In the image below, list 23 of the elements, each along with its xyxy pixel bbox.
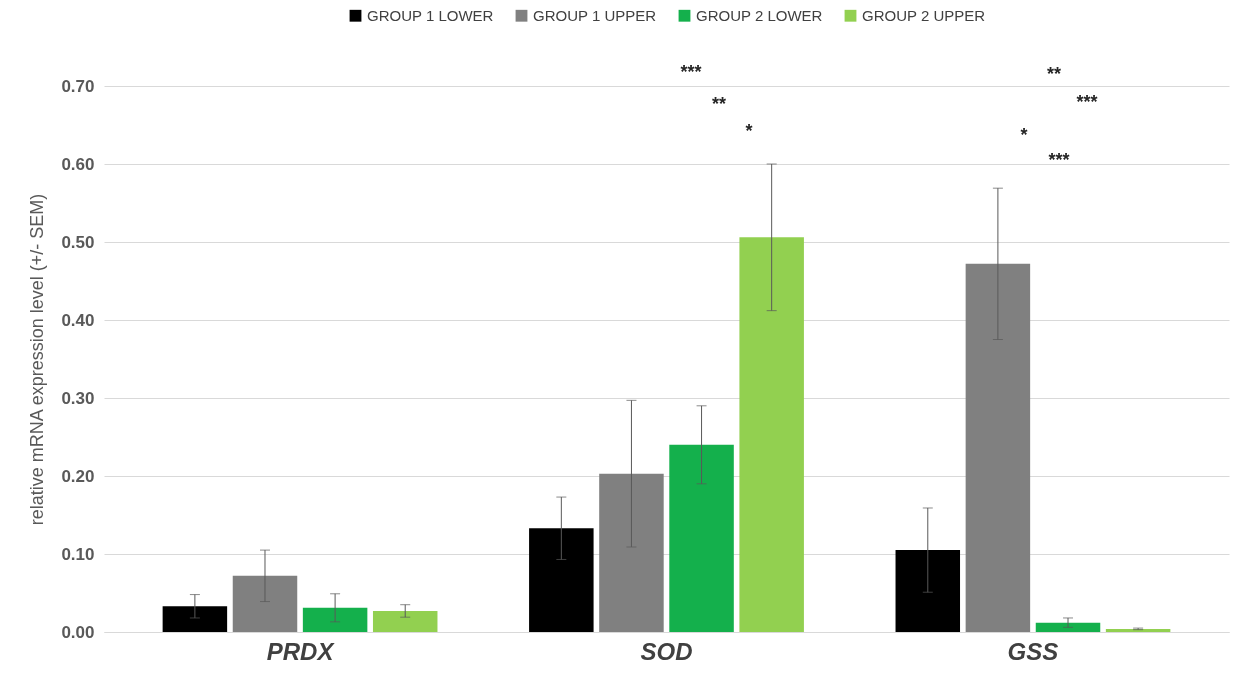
legend-label: GROUP 1 LOWER bbox=[367, 6, 494, 24]
y-tick-label: 0.00 bbox=[61, 622, 95, 642]
y-tick-label: 0.10 bbox=[61, 544, 95, 564]
annotation: *** bbox=[1076, 92, 1098, 112]
x-tick-label: PRDX bbox=[266, 637, 336, 665]
text: ** bbox=[1046, 64, 1062, 84]
x-tick-label: GSS bbox=[1007, 637, 1059, 665]
y-tick-label: 0.40 bbox=[61, 310, 95, 330]
legend-label: GROUP 1 UPPER bbox=[533, 6, 657, 24]
y-tick-label: 0.50 bbox=[61, 232, 95, 252]
x-tick-label: SOD bbox=[640, 637, 693, 665]
legend-label: GROUP 2 LOWER bbox=[696, 6, 823, 24]
text: *** bbox=[680, 62, 702, 82]
annotation: ** bbox=[711, 94, 727, 114]
y-tick-label: 0.30 bbox=[61, 388, 95, 408]
y-tick-label: 0.20 bbox=[61, 466, 95, 486]
y-tick-label: 0.60 bbox=[61, 154, 95, 174]
y-tick-label: 0.70 bbox=[61, 76, 95, 96]
y-axis-title: relative mRNA expression level (+/- SEM) bbox=[27, 193, 48, 526]
annotation: *** bbox=[1048, 150, 1070, 170]
legend-label: GROUP 2 UPPER bbox=[862, 6, 986, 24]
annotation: * bbox=[1020, 125, 1028, 145]
annotation: * bbox=[745, 121, 753, 141]
